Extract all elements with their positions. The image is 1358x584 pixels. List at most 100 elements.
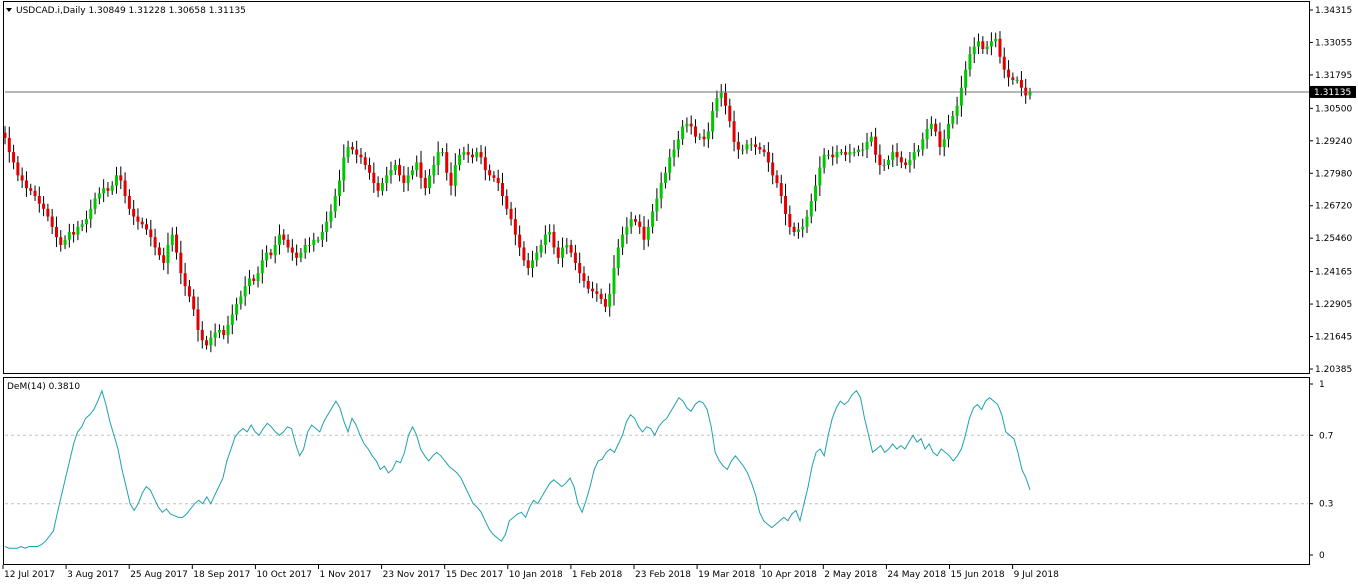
- time-axis-label: 10 Oct 2017: [256, 570, 312, 580]
- candle-bear: [419, 162, 423, 178]
- candle-bear: [355, 149, 359, 155]
- candle-bear: [402, 175, 406, 184]
- candle-bear: [479, 152, 483, 158]
- candle-bull: [115, 175, 119, 186]
- candle-bull: [243, 286, 247, 297]
- candle-bull: [621, 234, 625, 248]
- candle-bear: [779, 183, 783, 196]
- candle-bear: [582, 273, 586, 281]
- price-axis-label: 1.33055: [1315, 38, 1352, 48]
- candle-bull: [226, 324, 230, 336]
- candle-bull: [719, 92, 723, 99]
- candle-bull: [959, 87, 963, 106]
- candle-bull: [543, 234, 547, 245]
- candle-bull: [265, 252, 269, 261]
- candle-bull: [916, 149, 920, 153]
- time-axis-label: 24 May 2018: [887, 570, 946, 580]
- time-axis-label: 9 Jul 2018: [1014, 570, 1059, 580]
- candle-bull: [312, 239, 316, 245]
- candle-bull: [389, 170, 393, 176]
- candle-bull: [432, 165, 436, 176]
- candle-bear: [573, 252, 577, 263]
- candle-bear: [153, 237, 157, 248]
- candle-bull: [869, 136, 873, 142]
- candle-bull: [320, 232, 324, 240]
- candle-bear: [252, 278, 256, 281]
- candle-bull: [217, 329, 221, 333]
- candle-bear: [24, 180, 28, 189]
- candle-bear: [578, 262, 582, 274]
- candle-bear: [754, 144, 758, 147]
- candle-bear: [42, 203, 46, 209]
- candle-bear: [363, 157, 367, 166]
- price-axis-label: 1.25460: [1315, 234, 1352, 244]
- candle-bull: [659, 183, 663, 199]
- candle-bear: [599, 293, 603, 300]
- candle-bull: [325, 221, 329, 233]
- candle-bull: [826, 154, 830, 156]
- candle-bull: [651, 211, 655, 227]
- candle-bull: [989, 41, 993, 47]
- candle-bull: [342, 157, 346, 181]
- candle-bull: [908, 159, 912, 166]
- candle-bear: [998, 38, 1002, 57]
- candle-bear: [157, 247, 161, 256]
- candle-bear: [350, 146, 354, 150]
- candle-bear: [728, 105, 732, 122]
- candle-bull: [1015, 79, 1019, 81]
- collapse-arrow-icon[interactable]: [6, 8, 12, 12]
- candle-bull: [406, 175, 410, 184]
- price-axis-label: 1.20385: [1315, 365, 1352, 375]
- price-axis-label: 1.29240: [1315, 137, 1352, 147]
- candle-bull: [706, 131, 710, 140]
- candle-bear: [1011, 77, 1015, 80]
- candle-bull: [951, 116, 955, 124]
- candle-bear: [372, 172, 376, 184]
- candle-bull: [698, 136, 702, 138]
- time-axis-label: 10 Jan 2018: [509, 570, 563, 580]
- candle-bull: [822, 154, 826, 168]
- time-axis-label: 25 Aug 2017: [130, 570, 188, 580]
- candle-bear: [766, 152, 770, 163]
- candle-bear: [496, 177, 500, 184]
- candle-bear: [33, 190, 37, 196]
- candle-bear: [1002, 56, 1006, 70]
- candle-bull: [809, 201, 813, 217]
- candle-bear: [522, 247, 526, 261]
- candle-bear: [149, 229, 153, 238]
- candle-bear: [449, 172, 453, 186]
- candle-bear: [693, 126, 697, 137]
- time-axis-label: 12 Jul 2017: [4, 570, 55, 580]
- candle-bull: [891, 152, 895, 160]
- candle-bear: [844, 152, 848, 155]
- indicator-plot-frame: [3, 377, 1310, 565]
- candle-bull: [166, 244, 170, 263]
- candle-bull: [256, 273, 260, 281]
- candle-bear: [638, 221, 642, 227]
- candle-bear: [492, 175, 496, 178]
- candle-bear: [145, 224, 149, 230]
- candle-bear: [488, 170, 492, 176]
- candle-bear: [526, 260, 530, 269]
- candle-bull: [333, 195, 337, 212]
- candle-bull: [316, 239, 320, 241]
- candle-bull: [436, 152, 440, 166]
- candle-bear: [513, 219, 517, 235]
- candle-bear: [175, 234, 179, 253]
- symbol-ohlc-title: USDCAD.i,Daily 1.30849 1.31228 1.30658 1…: [16, 6, 246, 16]
- candle-bull: [985, 46, 989, 50]
- candle-bear: [16, 162, 20, 176]
- candle-bear: [702, 136, 706, 140]
- candle-bull: [964, 69, 968, 88]
- candle-bull: [947, 123, 951, 140]
- candle-bear: [1019, 79, 1023, 88]
- candle-bear: [59, 237, 63, 245]
- candle-bull: [102, 188, 106, 194]
- candle-bull: [67, 232, 71, 240]
- candle-bear: [72, 232, 76, 235]
- candle-bear: [938, 131, 942, 147]
- candle-bear: [222, 329, 226, 336]
- candle-bear: [196, 309, 200, 330]
- candle-bear: [179, 252, 183, 274]
- price-axis-label: 1.27980: [1315, 169, 1352, 179]
